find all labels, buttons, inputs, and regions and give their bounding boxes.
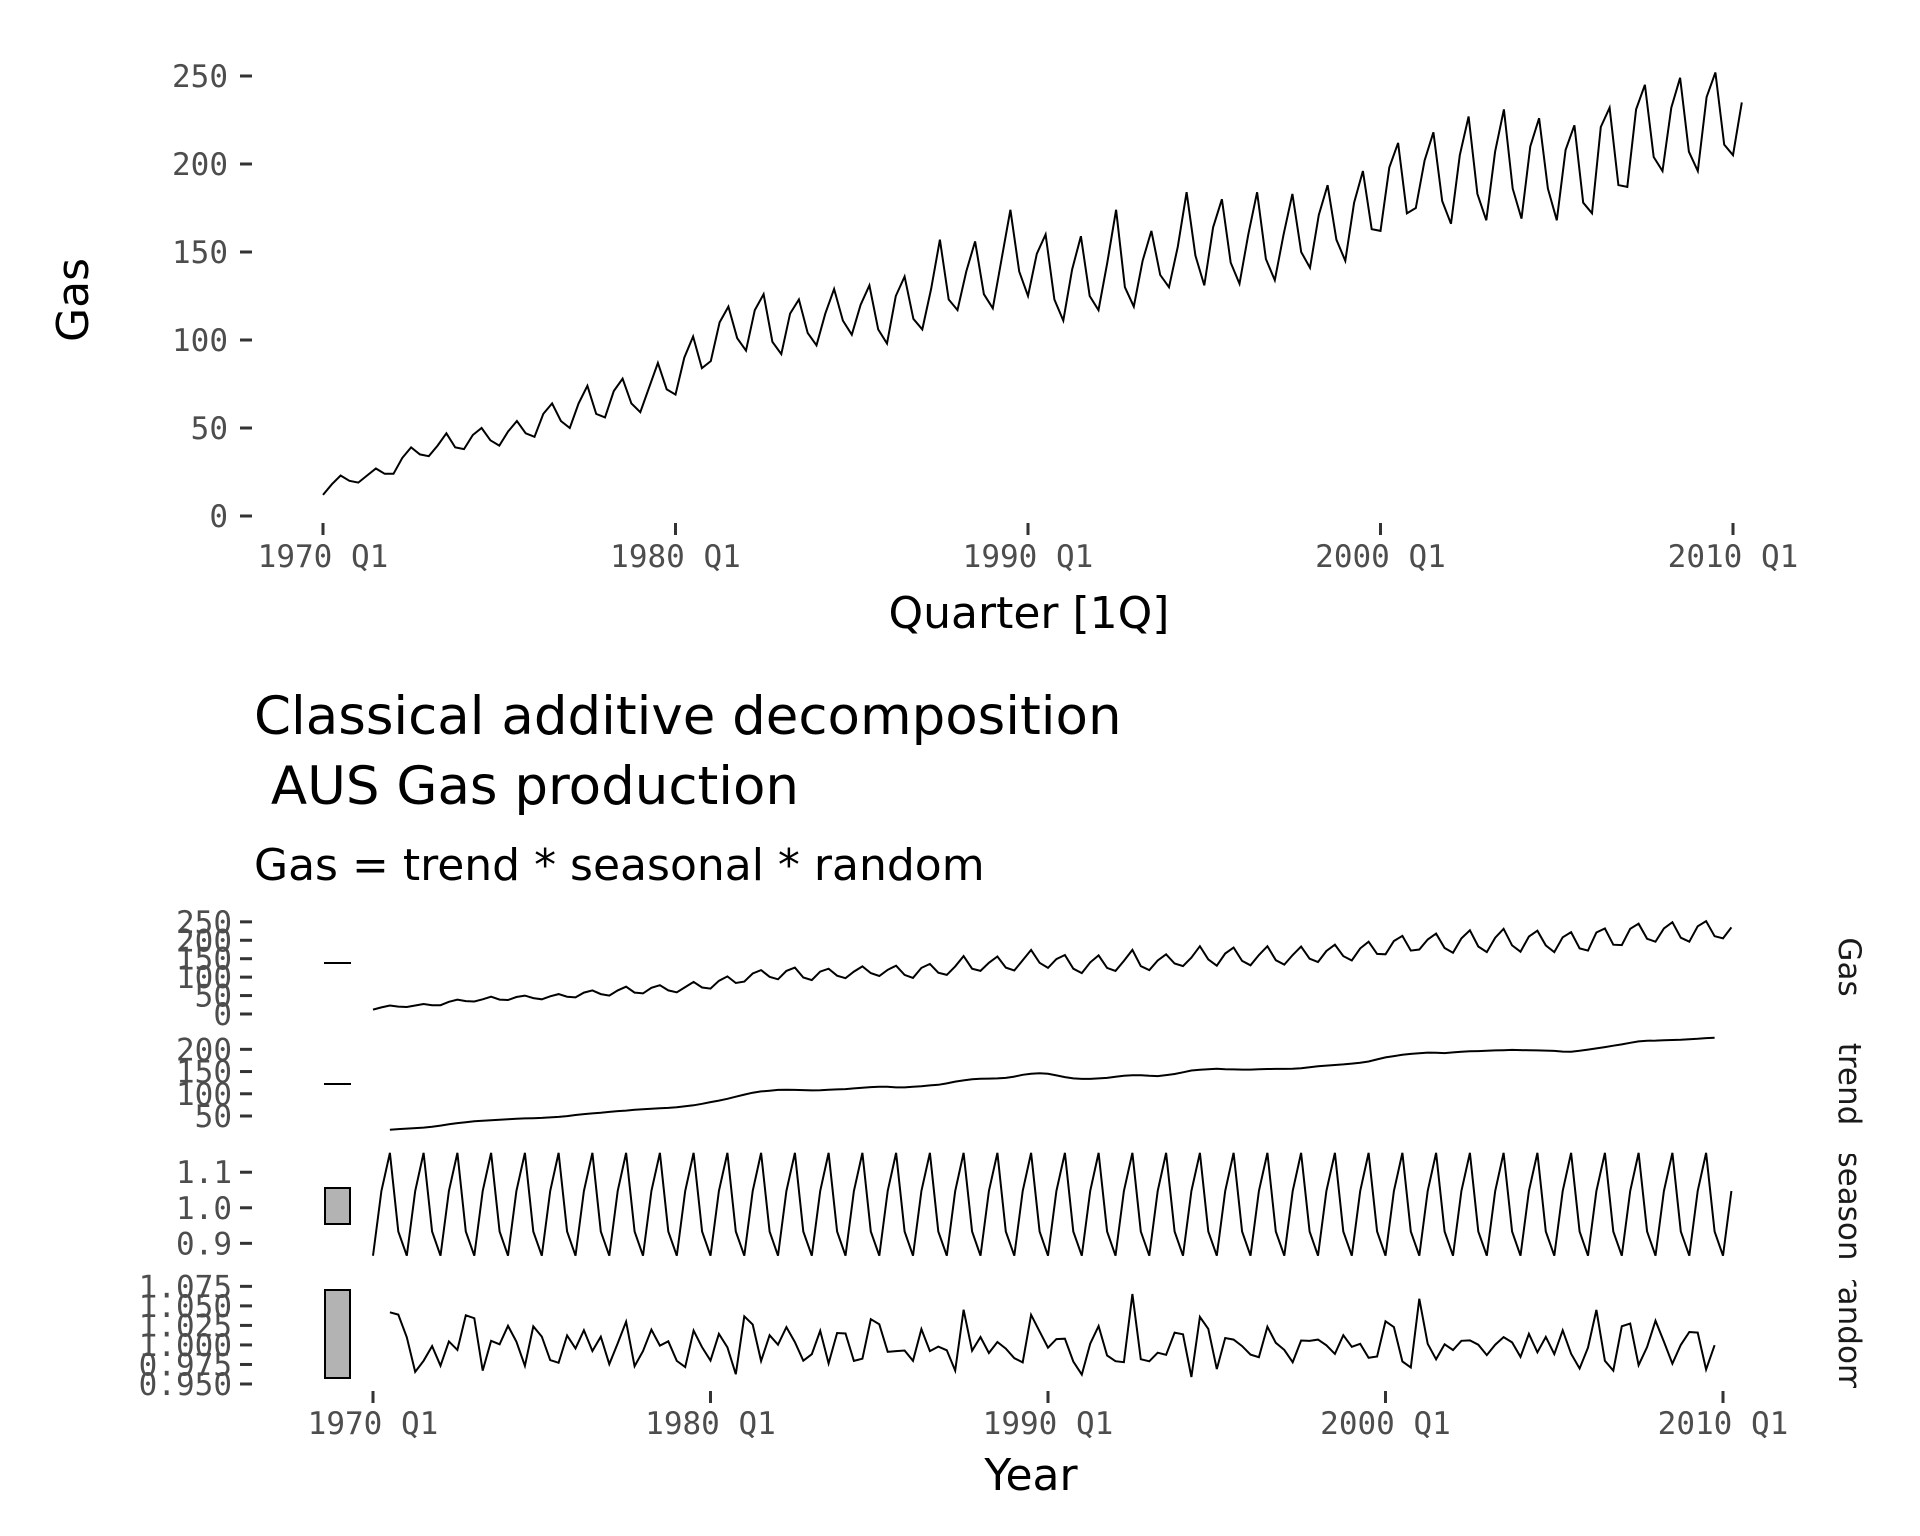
panel-y-tick-label: 1.000	[139, 1328, 232, 1364]
decomposition-title-line-2: AUS Gas production	[254, 756, 799, 817]
panel-range-bar	[324, 1289, 351, 1379]
panel-strip-label: Gas	[1831, 937, 1867, 996]
top-x-tick-label: 2000 Q1	[1315, 539, 1446, 575]
panel-y-tick-label: 1.025	[139, 1308, 232, 1344]
panel-y-tick-label: 1.050	[139, 1289, 232, 1325]
bottom-x-axis: 1970 Q1 1980 Q1 1990 Q1 2000 Q1 2010 Q1	[308, 1391, 1789, 1442]
panel-seasonal-line	[372, 1152, 1733, 1257]
panel-Gas-line	[372, 919, 1733, 1011]
panel-y-tick-label: 150	[176, 1055, 232, 1091]
decomposition-title-line-1: Classical additive decomposition	[254, 686, 1122, 747]
top-chart: 0 50 100 150 200 250 1970 Q1 1980 Q1 1990 Q1 200…	[48, 59, 1798, 639]
top-y-tick-label: 0	[209, 499, 228, 535]
panel-random-line	[389, 1293, 1716, 1378]
panel-y-tick-label: 150	[176, 942, 232, 978]
top-y-tick-label: 50	[191, 411, 228, 447]
top-x-tick-label: 1980 Q1	[610, 539, 741, 575]
panel-y-tick-label: 0	[213, 997, 232, 1033]
panel-y-tick-label: 50	[195, 979, 232, 1015]
top-x-tick-label: 1990 Q1	[963, 539, 1094, 575]
top-y-axis: 0 50 100 150 200 250	[172, 59, 252, 535]
top-y-tick-label: 250	[172, 59, 228, 95]
panel-y-tick-label: 200	[176, 1032, 232, 1068]
gas-series-line	[322, 72, 1743, 496]
panel-range-bar	[324, 1187, 351, 1225]
bottom-x-tick-label: 1990 Q1	[983, 1406, 1114, 1442]
panel-y-tick-label: 0.950	[139, 1367, 232, 1403]
panel-y-tick-label: 100	[176, 1077, 232, 1113]
bottom-x-tick-label: 2000 Q1	[1320, 1406, 1451, 1442]
decomposition-chart: Classical additive decomposition AUS Gas…	[139, 686, 1867, 1501]
top-y-axis-title: Gas	[48, 258, 99, 342]
top-x-axis: 1970 Q1 1980 Q1 1990 Q1 2000 Q1 2010 Q1	[258, 523, 1799, 575]
panel-y-tick-label: 100	[176, 960, 232, 996]
bottom-x-tick-label: 1980 Q1	[645, 1406, 776, 1442]
bottom-x-axis-title: Year	[983, 1450, 1078, 1501]
panel-y-tick-label: 1.1	[176, 1155, 232, 1191]
top-y-tick-label: 200	[172, 147, 228, 183]
panel-trend-line	[389, 1036, 1715, 1131]
panel-y-tick-label: 200	[176, 923, 232, 959]
panel-y-tick-label: 0.9	[176, 1226, 232, 1262]
panel-y-tick-label: 0.975	[139, 1347, 232, 1383]
bottom-x-tick-label: 1970 Q1	[308, 1406, 439, 1442]
decomposition-subtitle: Gas = trend * seasonal * random	[254, 840, 985, 891]
panel-y-tick-label: 250	[176, 905, 232, 941]
panel-strip-label: random	[1831, 1274, 1867, 1394]
top-y-tick-label: 150	[172, 235, 228, 271]
panel-strip-label: trend	[1831, 1043, 1867, 1126]
panel-y-tick-label: 50	[195, 1099, 232, 1135]
bottom-x-tick-label: 2010 Q1	[1658, 1406, 1789, 1442]
top-y-tick-label: 100	[172, 323, 228, 359]
top-x-axis-title: Quarter [1Q]	[889, 588, 1170, 639]
panel-strip-label: season	[1831, 1152, 1867, 1261]
panel-y-tick-label: 1.0	[176, 1191, 232, 1227]
panel-seasonal: 0.91.01.1 season	[176, 1152, 1867, 1262]
panel-y-tick-label: 1.075	[139, 1269, 232, 1305]
top-x-tick-label: 2010 Q1	[1668, 539, 1799, 575]
top-x-tick-label: 1970 Q1	[258, 539, 389, 575]
